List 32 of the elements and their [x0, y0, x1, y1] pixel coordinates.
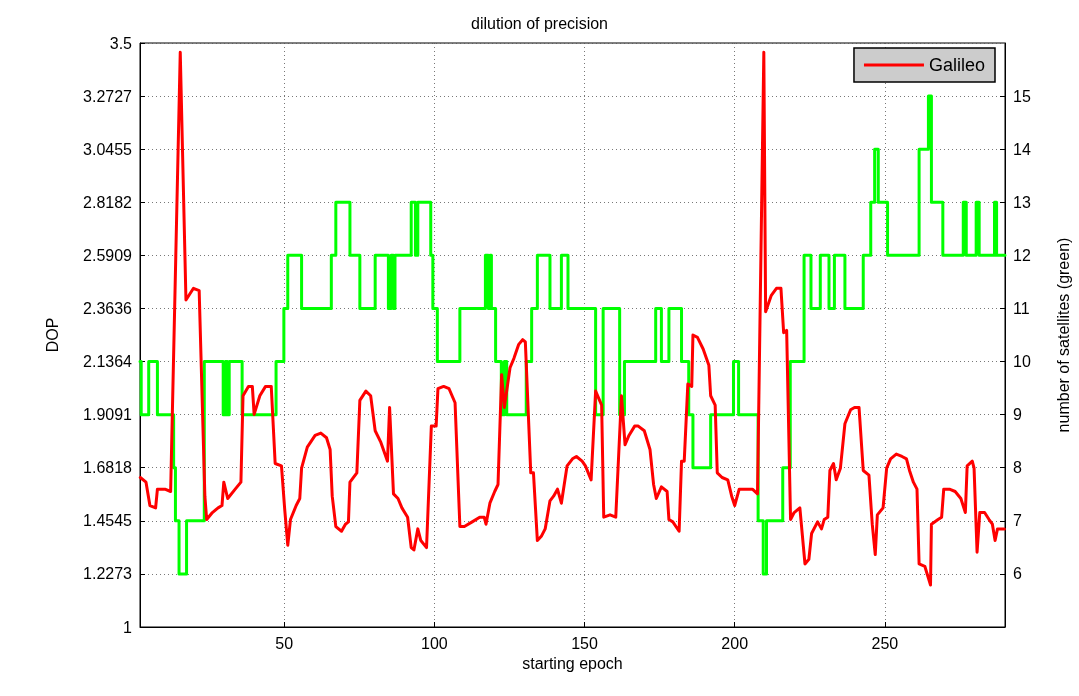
x-axis-title: starting epoch: [522, 655, 623, 673]
y-tick-label: 3.2727: [83, 87, 133, 105]
y-tick-label: 3.0455: [83, 140, 133, 158]
y2-axis-title: number of satellites (green): [1054, 237, 1072, 433]
chart-title: dilution of precision: [471, 14, 608, 32]
y-tick-label: 1.6818: [83, 459, 133, 477]
y-tick-label: 2.5909: [83, 246, 133, 264]
x-tick-label: 200: [721, 634, 749, 652]
x-tick-label: 100: [420, 634, 448, 652]
y2-tick-label: 13: [1013, 193, 1031, 211]
x-tick-label: 50: [275, 634, 294, 652]
y2-tick-label: 11: [1013, 299, 1030, 317]
y2-tick-label: 9: [1013, 406, 1022, 424]
y-tick-label: 3.5: [109, 34, 133, 52]
x-tick-label: 150: [571, 634, 598, 652]
legend-label: Galileo: [928, 55, 985, 75]
y2-tick-label: 14: [1013, 140, 1031, 158]
y-tick-label: 1.4545: [83, 512, 133, 530]
y-axis-title: DOP: [43, 317, 61, 353]
y-tick-label: 1: [123, 618, 133, 636]
y2-tick-label: 8: [1013, 459, 1022, 477]
y2-tick-label: 10: [1013, 353, 1031, 371]
y2-tick-label: 15: [1013, 87, 1031, 105]
y-tick-label: 2.1364: [83, 353, 133, 371]
y2-tick-label: 6: [1013, 565, 1022, 583]
y2-tick-label: 12: [1013, 246, 1031, 264]
y2-tick-label: 7: [1013, 512, 1022, 530]
y-tick-label: 1.2273: [83, 565, 133, 583]
x-tick-label: 250: [871, 634, 899, 652]
y-tick-label: 2.3636: [83, 299, 133, 317]
y-tick-label: 1.9091: [83, 406, 133, 424]
y-tick-label: 2.8182: [83, 193, 133, 211]
